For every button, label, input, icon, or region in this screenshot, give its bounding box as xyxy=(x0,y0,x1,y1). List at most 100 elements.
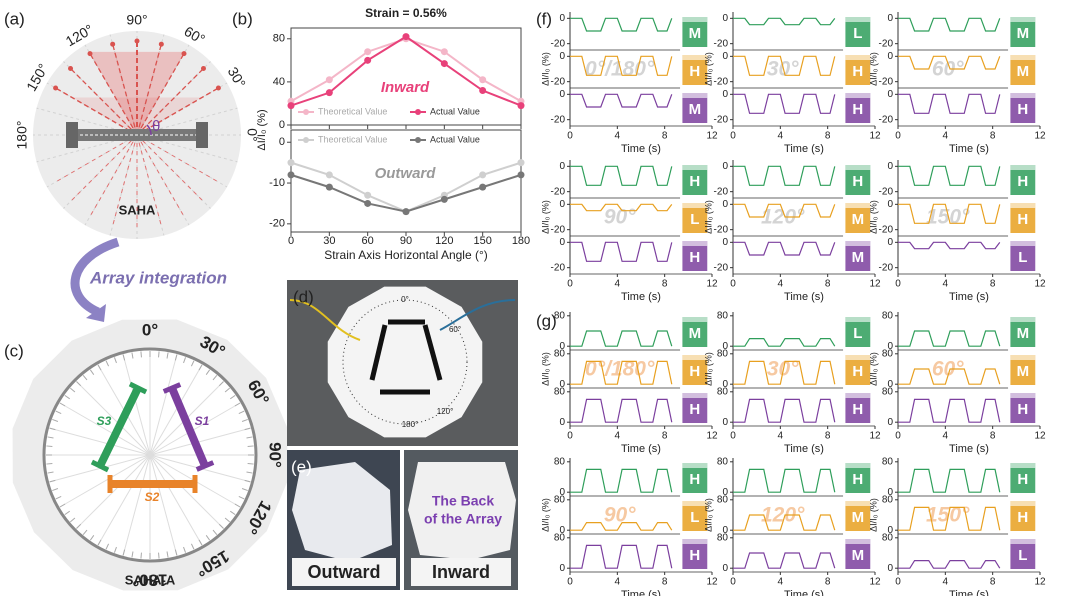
y-tick-label: -20 xyxy=(714,38,729,49)
level-label: L xyxy=(690,509,699,526)
angle-label: 0° xyxy=(244,128,260,141)
signal-trace xyxy=(733,360,836,385)
x-tick-label: 0 xyxy=(895,577,901,588)
caption-box xyxy=(411,558,511,586)
x-tick-label: 4 xyxy=(943,431,949,442)
data-point xyxy=(325,171,333,179)
y-tick-label: 0 xyxy=(722,563,728,574)
y-tick-label: 0 xyxy=(887,341,893,352)
dial-tick xyxy=(166,551,169,558)
data-point xyxy=(364,199,372,207)
dial-tick xyxy=(70,387,76,393)
dial-spoke xyxy=(63,61,138,136)
x-tick-label: 4 xyxy=(778,577,784,588)
signal-trace xyxy=(733,468,836,493)
angle-watermark: 90° xyxy=(604,504,636,527)
signal-trace xyxy=(570,55,673,76)
y-axis-label: ΔI/I₀ (%) xyxy=(540,200,550,234)
legend-marker xyxy=(303,109,309,115)
signal-trace xyxy=(570,398,673,423)
y-tick-label: -20 xyxy=(551,76,566,87)
legend-marker xyxy=(415,137,421,143)
dial-tick xyxy=(190,543,195,550)
legend-label: Theoretical Value xyxy=(318,106,387,116)
y-tick-label: 0 xyxy=(559,51,565,62)
level-label: L xyxy=(853,325,862,342)
level-label: H xyxy=(1017,471,1028,488)
y-tick-label: 80 xyxy=(554,348,566,359)
dial-tick xyxy=(46,445,53,447)
x-tick-label: 0 xyxy=(567,577,573,588)
y-tick-label: 0 xyxy=(722,525,728,536)
dial-tick xyxy=(198,539,203,546)
dial-spoke xyxy=(149,454,203,546)
level-icon-top xyxy=(1010,55,1036,60)
dial-tick xyxy=(47,436,54,439)
y-tick-label: 0 xyxy=(722,51,728,62)
angle-label: 180° xyxy=(132,571,167,590)
y-tick-label: 80 xyxy=(554,386,566,397)
x-axis-label: Time (s) xyxy=(949,291,989,303)
data-point xyxy=(402,208,410,216)
x-tick-label: 0 xyxy=(730,577,736,588)
level-icon-top xyxy=(682,501,708,506)
data-point xyxy=(287,171,295,179)
x-tick-label: 8 xyxy=(825,279,831,290)
signal-trace xyxy=(898,506,1001,531)
x-tick-label: 150 xyxy=(473,235,491,247)
dial-tick xyxy=(241,418,248,422)
y-tick-label: 0 xyxy=(722,13,728,24)
dial-tick xyxy=(244,427,251,431)
y-tick-label: 80 xyxy=(882,494,894,505)
dial-tick xyxy=(52,418,59,422)
dial-tick xyxy=(158,552,160,559)
y-tick-label: 0 xyxy=(279,119,285,131)
level-label: H xyxy=(852,363,863,380)
data-point xyxy=(325,89,333,97)
annotation: Inward xyxy=(381,79,430,96)
level-label: H xyxy=(689,63,700,80)
y-tick-label: 0 xyxy=(887,161,893,172)
y-tick-label: 0 xyxy=(887,89,893,100)
level-label: H xyxy=(1017,509,1028,526)
sensor-photo xyxy=(369,324,388,381)
x-axis-label: Time (s) xyxy=(949,443,989,455)
y-axis-label: ΔI/I₀ (%) xyxy=(703,200,713,234)
arrow-tip xyxy=(87,51,93,57)
signal-trace xyxy=(570,330,673,347)
level-label: H xyxy=(1017,401,1028,418)
dial-spoke xyxy=(49,427,151,456)
x-tick-label: 8 xyxy=(990,577,996,588)
sensor-bar xyxy=(96,386,142,468)
y-tick-label: 80 xyxy=(717,456,729,467)
dial-tick xyxy=(131,352,134,359)
y-tick-label: -20 xyxy=(551,186,566,197)
sensor-bar xyxy=(168,386,209,468)
y-axis-label: ΔI/I₀ (%) xyxy=(868,200,878,234)
x-tick-label: 90 xyxy=(400,235,412,247)
signal-trace xyxy=(898,93,1001,114)
signal-trace xyxy=(570,17,673,32)
dial-tick xyxy=(224,517,230,523)
dial-tick xyxy=(212,529,218,535)
dial-tick xyxy=(122,354,126,361)
signal-trace xyxy=(570,241,673,262)
signal-trace xyxy=(898,55,1001,70)
x-tick-label: 8 xyxy=(825,131,831,142)
x-tick-label: 12 xyxy=(869,131,881,142)
y-tick-label: -20 xyxy=(879,38,894,49)
y-axis-label: ΔI/I₀ (%) xyxy=(703,52,713,86)
dial-tick xyxy=(229,510,236,516)
dial-spoke xyxy=(149,454,224,529)
x-axis-label: Time (s) xyxy=(784,443,824,455)
dial-tick xyxy=(64,510,71,516)
dial-tick xyxy=(212,375,218,381)
arrow-head xyxy=(86,304,106,322)
level-icon-top xyxy=(682,241,708,246)
level-label: H xyxy=(852,173,863,190)
dial-spoke xyxy=(149,427,251,456)
x-tick-label: 8 xyxy=(662,131,668,142)
signal-trace xyxy=(898,330,1001,347)
signal-trace xyxy=(570,468,673,493)
level-label: M xyxy=(852,509,865,526)
